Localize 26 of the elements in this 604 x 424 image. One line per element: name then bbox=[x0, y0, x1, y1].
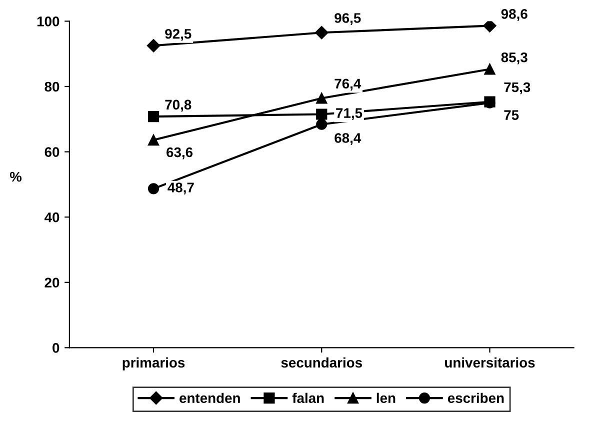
data-label: 63,6 bbox=[166, 147, 193, 160]
y-tick-label: 20 bbox=[44, 278, 60, 288]
x-tick-label: secundarios bbox=[281, 357, 362, 368]
data-label: 68,4 bbox=[334, 133, 362, 145]
legend-label: falan bbox=[292, 392, 324, 404]
y-tick-label: 100 bbox=[37, 16, 60, 26]
data-label: 76,4 bbox=[334, 78, 362, 91]
y-tick-label: 80 bbox=[44, 82, 60, 92]
y-axis-title: % bbox=[10, 172, 22, 182]
y-tick-label: 0 bbox=[52, 343, 60, 353]
legend-label: escriben bbox=[448, 392, 504, 404]
data-label: 96,5 bbox=[334, 13, 361, 25]
y-tick-label: 60 bbox=[44, 147, 60, 157]
x-tick-label: primarios bbox=[122, 357, 185, 370]
data-label: 92,5 bbox=[165, 28, 192, 41]
data-label: 70,8 bbox=[165, 100, 192, 112]
data-label: 98,6 bbox=[501, 9, 528, 21]
legend-label: entenden bbox=[180, 392, 240, 404]
data-label: 85,3 bbox=[501, 52, 528, 64]
data-label: 71,5 bbox=[336, 108, 362, 120]
data-label: 75,3 bbox=[504, 82, 530, 94]
legend-label: len bbox=[376, 392, 396, 404]
y-tick-label: 40 bbox=[44, 212, 60, 222]
x-tick-label: universitarios bbox=[445, 357, 535, 368]
data-label: 48,7 bbox=[168, 182, 194, 194]
data-label: 75 bbox=[504, 110, 519, 120]
